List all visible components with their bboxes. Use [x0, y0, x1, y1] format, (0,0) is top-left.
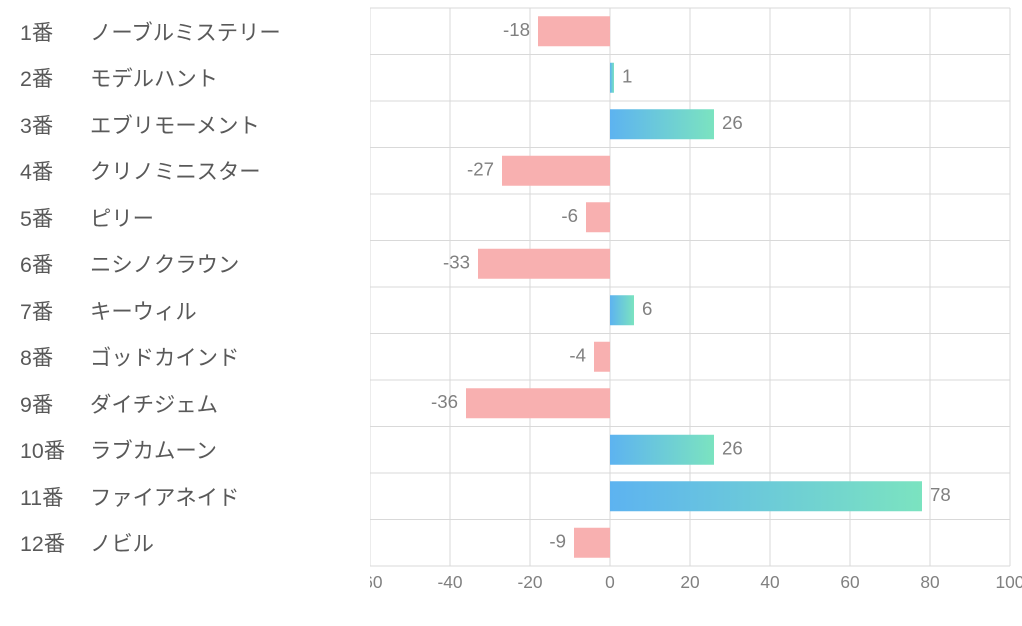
row-label: 1番ノーブルミステリー — [0, 8, 370, 55]
row-label: 2番モデルハント — [0, 55, 370, 102]
row-number: 4番 — [20, 155, 90, 186]
row-label: 7番キーウィル — [0, 287, 370, 334]
x-tick-label: 20 — [680, 572, 699, 592]
bar-value-label: 26 — [722, 112, 743, 133]
row-name: ラブカムーン — [90, 434, 217, 465]
bar — [478, 249, 610, 279]
row-number: 5番 — [20, 202, 90, 233]
x-tick-label: 60 — [840, 572, 859, 592]
row-name: ゴッドカインド — [90, 341, 239, 372]
bar — [610, 481, 922, 511]
row-name: ノーブルミステリー — [90, 16, 281, 47]
bar — [466, 388, 610, 418]
row-label: 6番ニシノクラウン — [0, 241, 370, 288]
row-number: 7番 — [20, 295, 90, 326]
row-name: ダイチジェム — [90, 388, 218, 419]
bar — [586, 202, 610, 232]
diverging-bar-chart: 1番ノーブルミステリー2番モデルハント3番エブリモーメント4番クリノミニスター5… — [0, 0, 1022, 626]
bar-value-label: -9 — [549, 531, 566, 552]
bar-value-label: -4 — [569, 345, 586, 366]
row-label: 10番ラブカムーン — [0, 427, 370, 474]
bar — [538, 16, 610, 46]
row-label: 9番ダイチジェム — [0, 380, 370, 427]
row-number: 10番 — [20, 434, 90, 465]
bar — [610, 435, 714, 465]
x-tick-label: 40 — [760, 572, 779, 592]
row-number: 2番 — [20, 62, 90, 93]
row-label: 5番ピリー — [0, 194, 370, 241]
row-name: ファイアネイド — [90, 481, 239, 512]
row-number: 1番 — [20, 16, 90, 47]
x-tick-label: -60 — [370, 572, 383, 592]
row-number: 8番 — [20, 341, 90, 372]
bar — [594, 342, 610, 372]
row-name: キーウィル — [90, 295, 197, 326]
row-number: 6番 — [20, 248, 90, 279]
row-name: モデルハント — [90, 62, 218, 93]
row-label: 12番ノビル — [0, 520, 370, 567]
row-name: ピリー — [90, 202, 154, 233]
x-tick-label: -20 — [517, 572, 542, 592]
bar-value-label: -27 — [467, 159, 494, 180]
category-labels-column: 1番ノーブルミステリー2番モデルハント3番エブリモーメント4番クリノミニスター5… — [0, 8, 370, 566]
bar-value-label: 1 — [622, 66, 632, 87]
bar-value-label: 26 — [722, 438, 743, 459]
row-name: クリノミニスター — [90, 155, 261, 186]
x-tick-label: 0 — [605, 572, 615, 592]
x-tick-label: 80 — [920, 572, 939, 592]
bar — [574, 528, 610, 558]
x-tick-label: 100 — [996, 572, 1022, 592]
row-label: 3番エブリモーメント — [0, 101, 370, 148]
bar — [610, 295, 634, 325]
row-name: ノビル — [90, 527, 154, 558]
bar — [610, 63, 614, 93]
bar — [610, 109, 714, 139]
row-label: 4番クリノミニスター — [0, 148, 370, 195]
bar-value-label: 6 — [642, 298, 652, 319]
row-label: 8番ゴッドカインド — [0, 334, 370, 381]
bar-value-label: -36 — [431, 391, 458, 412]
chart-plot-area: -60 -40 -20 0 20 40 60 80 100 -18 1 26 -27 -6 -33 6 -4 -3… — [370, 0, 1022, 606]
row-number: 11番 — [20, 481, 90, 512]
bar-value-label: -33 — [443, 252, 470, 273]
row-number: 12番 — [20, 527, 90, 558]
bar-value-label: 78 — [930, 484, 951, 505]
bar-value-label: -18 — [503, 19, 530, 40]
bar — [502, 156, 610, 186]
x-tick-label: -40 — [437, 572, 462, 592]
row-label: 11番ファイアネイド — [0, 473, 370, 520]
row-number: 9番 — [20, 388, 90, 419]
row-name: エブリモーメント — [90, 109, 260, 140]
row-name: ニシノクラウン — [90, 248, 239, 279]
bar-value-label: -6 — [561, 205, 578, 226]
row-number: 3番 — [20, 109, 90, 140]
